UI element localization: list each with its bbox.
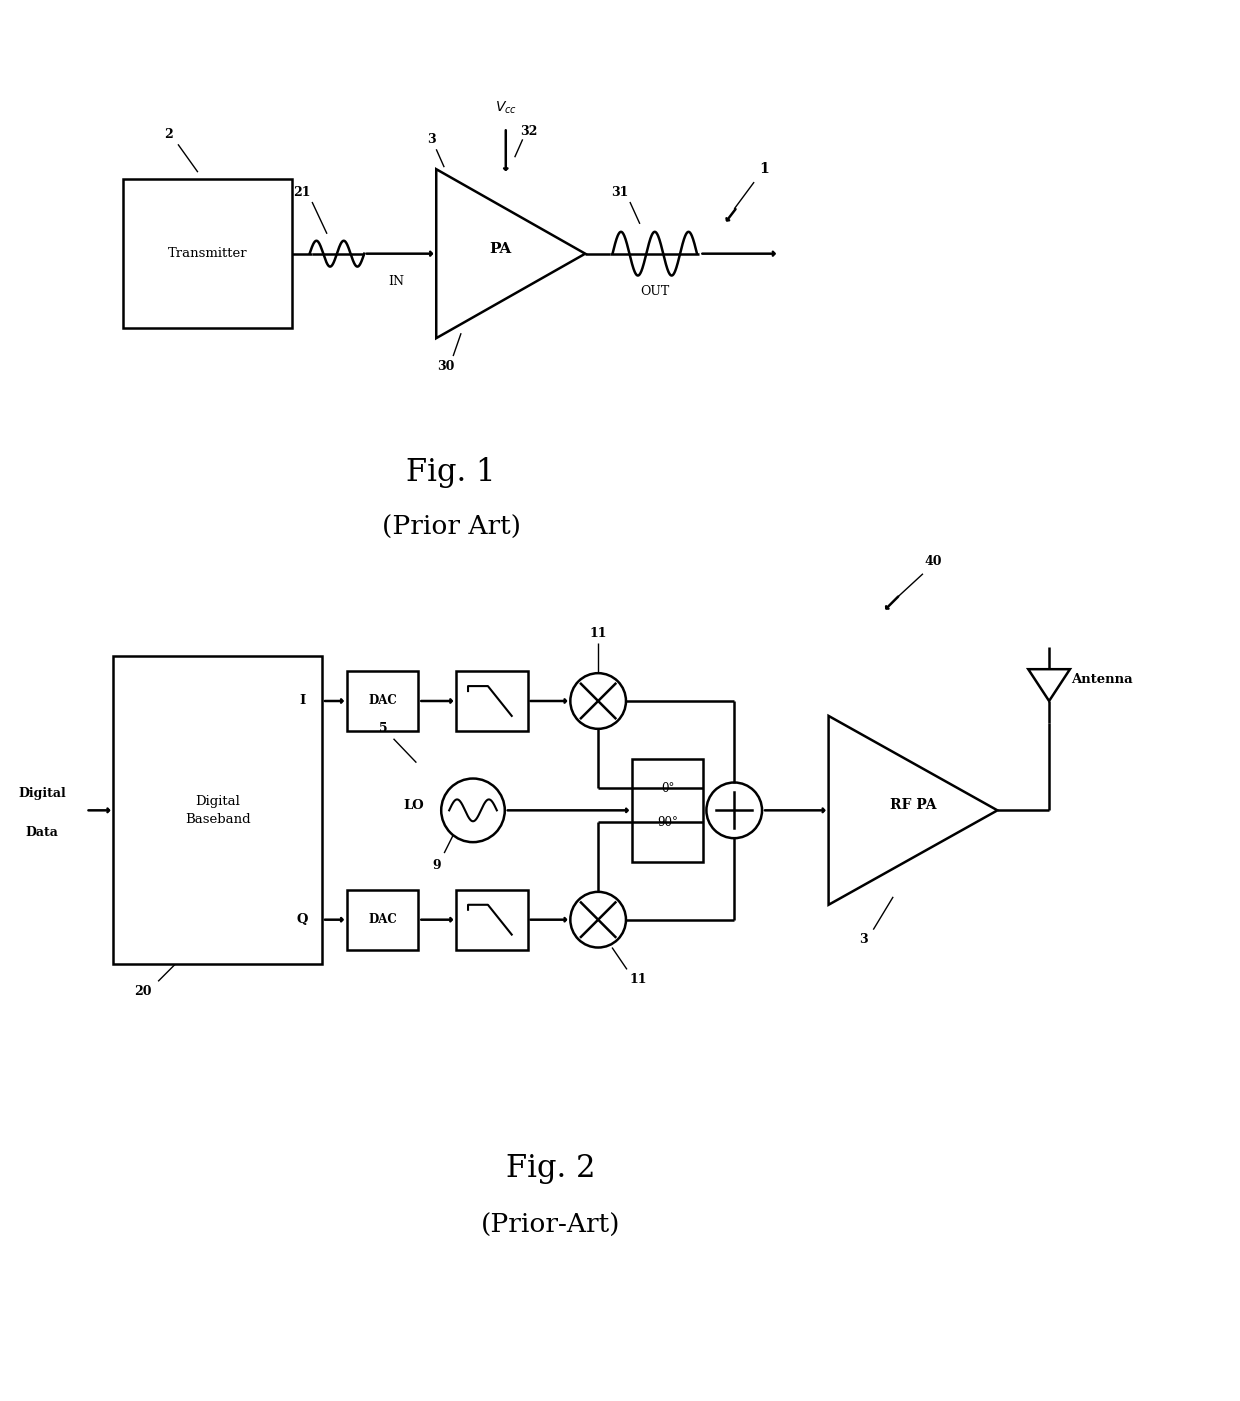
Text: PA: PA bbox=[490, 242, 512, 256]
Text: IN: IN bbox=[388, 275, 404, 289]
Text: 31: 31 bbox=[611, 185, 629, 199]
FancyBboxPatch shape bbox=[123, 179, 293, 328]
Text: LO: LO bbox=[403, 799, 424, 811]
Text: DAC: DAC bbox=[368, 695, 397, 708]
Text: I: I bbox=[299, 695, 305, 708]
Text: 20: 20 bbox=[134, 985, 153, 998]
Text: 21: 21 bbox=[294, 185, 311, 199]
Text: 3: 3 bbox=[427, 133, 435, 146]
Text: Digital
Baseband: Digital Baseband bbox=[185, 794, 250, 825]
Text: (Prior Art): (Prior Art) bbox=[382, 514, 521, 539]
Text: Q: Q bbox=[296, 913, 308, 926]
FancyBboxPatch shape bbox=[113, 656, 322, 964]
Text: OUT: OUT bbox=[640, 284, 670, 298]
Text: (Prior-Art): (Prior-Art) bbox=[481, 1213, 620, 1238]
Text: Fig. 1: Fig. 1 bbox=[407, 457, 496, 488]
Text: Digital: Digital bbox=[19, 787, 66, 800]
Text: 32: 32 bbox=[520, 125, 537, 137]
Text: Antenna: Antenna bbox=[1071, 672, 1132, 685]
Text: 9: 9 bbox=[432, 859, 440, 871]
Text: 11: 11 bbox=[589, 626, 606, 640]
Text: 30: 30 bbox=[438, 360, 455, 373]
Text: $V_{cc}$: $V_{cc}$ bbox=[495, 99, 517, 116]
Text: 40: 40 bbox=[924, 555, 941, 569]
FancyBboxPatch shape bbox=[347, 890, 418, 950]
Text: 5: 5 bbox=[379, 723, 388, 736]
Text: RF PA: RF PA bbox=[890, 799, 936, 813]
FancyBboxPatch shape bbox=[456, 890, 528, 950]
Text: 11: 11 bbox=[629, 972, 646, 986]
Text: DAC: DAC bbox=[368, 913, 397, 926]
Text: 3: 3 bbox=[859, 933, 868, 946]
Text: 2: 2 bbox=[164, 127, 172, 142]
FancyBboxPatch shape bbox=[347, 671, 418, 731]
Text: Data: Data bbox=[26, 825, 58, 839]
Text: Transmitter: Transmitter bbox=[167, 247, 248, 261]
Text: 0°: 0° bbox=[661, 782, 675, 794]
Text: Fig. 2: Fig. 2 bbox=[506, 1153, 595, 1184]
Text: 90°: 90° bbox=[657, 815, 678, 829]
Text: 1: 1 bbox=[759, 163, 769, 177]
FancyBboxPatch shape bbox=[456, 671, 528, 731]
FancyBboxPatch shape bbox=[632, 759, 703, 862]
